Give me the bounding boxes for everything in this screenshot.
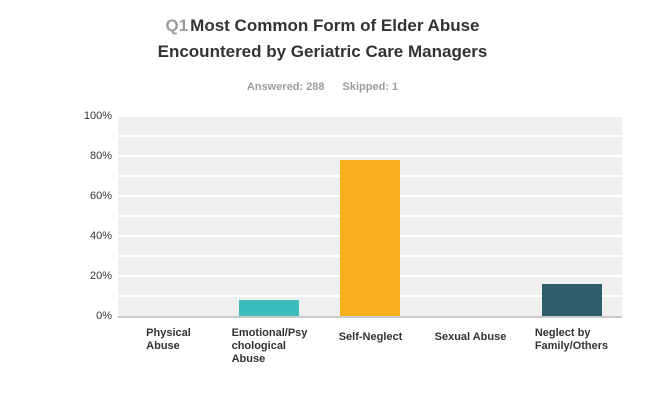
y-tick-label: 80% — [89, 150, 112, 162]
chart-title-line1: Most Common Form of Elder Abuse — [190, 16, 480, 35]
x-category-label: Neglect by Family/Others — [534, 327, 609, 352]
chart-subtitle: Answered: 288 Skipped: 1 — [0, 81, 645, 93]
x-category-label: Emotional/Psy chological Abuse — [231, 327, 308, 365]
gridline — [118, 155, 622, 157]
bar-neglect-by-family-others — [542, 284, 602, 316]
x-category-label: Physical Abuse — [146, 327, 191, 352]
y-tick-label: 40% — [89, 230, 112, 242]
x-category-emotional-psychological-abuse: Emotional/Psy chological Abuse — [219, 327, 320, 367]
chart-title-line2: Encountered by Geriatric Care Managers — [157, 42, 488, 61]
x-category-physical-abuse: Physical Abuse — [118, 327, 219, 354]
x-category-label: Self-Neglect — [338, 331, 403, 343]
answered-count: Answered: 288 — [246, 81, 325, 93]
y-tick-label: 20% — [89, 270, 112, 282]
x-category-label: Sexual Abuse — [434, 331, 507, 343]
bar-self-neglect — [340, 160, 400, 316]
chart-title: Q1 Most Common Form of Elder Abuse Encoun… — [0, 13, 645, 65]
question-number: Q1 — [165, 16, 189, 35]
gridline — [118, 135, 622, 137]
bar-emotional-psychological-abuse — [239, 300, 299, 316]
y-tick-label: 60% — [89, 190, 112, 202]
x-category-sexual-abuse: Sexual Abuse — [420, 327, 521, 345]
x-category-self-neglect: Self-Neglect — [320, 327, 421, 345]
plot-area — [118, 115, 622, 318]
gridline — [118, 115, 622, 117]
y-tick-label: 0% — [96, 310, 112, 322]
y-tick-label: 100% — [83, 110, 112, 122]
skipped-count: Skipped: 1 — [342, 81, 399, 93]
x-category-neglect-by-family-others: Neglect by Family/Others — [521, 327, 622, 354]
